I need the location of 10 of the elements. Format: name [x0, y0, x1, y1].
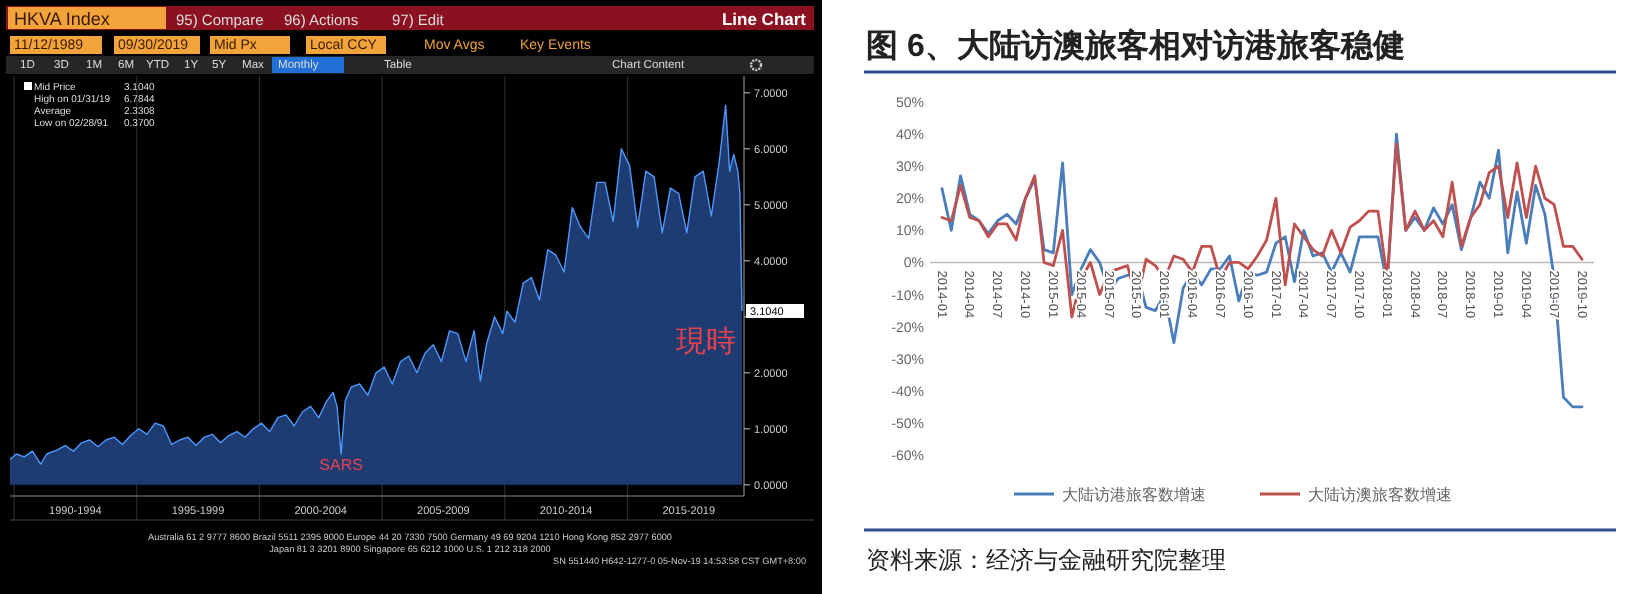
chart-title: 图 6、大陆访澳旅客相对访港旅客稳健	[866, 26, 1405, 64]
chart-title: HKVA Index	[14, 9, 111, 29]
legend-label: 大陆访澳旅客数增速	[1308, 486, 1452, 504]
annotation: SARS	[319, 456, 363, 474]
text: 资料来源：经济与金融研究院整理	[866, 546, 1226, 574]
line-series	[940, 132, 1584, 409]
line-series	[940, 142, 1584, 319]
legend-label: 大陆访港旅客数增速	[1062, 486, 1206, 504]
annotation: 現時	[675, 324, 736, 359]
chart-subtitle: Line Chart	[721, 9, 807, 29]
